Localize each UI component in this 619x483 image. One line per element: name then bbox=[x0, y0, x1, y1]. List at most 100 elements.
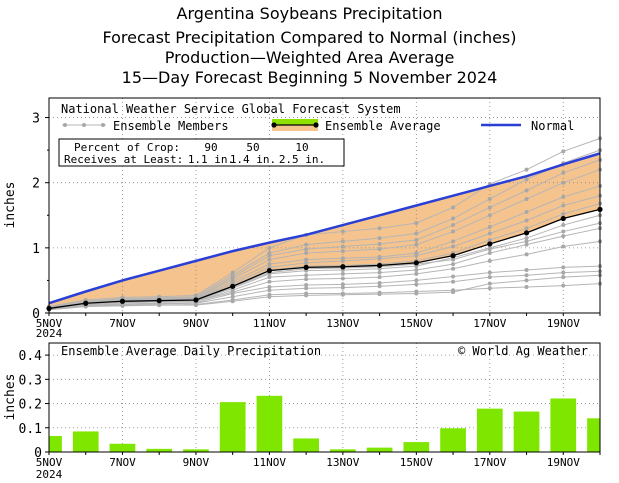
ensemble-member-point bbox=[377, 236, 382, 241]
ensemble-member-point bbox=[524, 210, 529, 215]
legend-normal-label: Normal bbox=[531, 119, 574, 133]
bottom-chart-title: Ensemble Average Daily Precipitation bbox=[61, 344, 321, 358]
ensemble-member-point bbox=[304, 247, 309, 252]
percent-row1-value: 50 bbox=[246, 141, 259, 154]
ensemble-member-point bbox=[304, 251, 309, 256]
ensemble-member-line bbox=[48, 265, 601, 310]
ensemble-average-point bbox=[560, 215, 566, 222]
bottom-plot-frame bbox=[48, 342, 601, 453]
ensemble-member-point bbox=[340, 276, 345, 281]
top-y-tick-label: 1 bbox=[32, 242, 40, 257]
ensemble-member-point bbox=[414, 268, 419, 272]
ensemble-member-line bbox=[48, 240, 601, 309]
ensemble-member-point bbox=[524, 239, 529, 244]
ensemble-member-point bbox=[230, 299, 235, 304]
ensemble-member-point bbox=[524, 252, 529, 257]
daily-precip-bar bbox=[476, 408, 503, 452]
ensemble-member-point bbox=[561, 211, 566, 216]
legend-average-point bbox=[271, 122, 277, 128]
ensemble-member-point bbox=[414, 291, 419, 296]
bottom-x-tick-label: 17NOV bbox=[473, 456, 506, 469]
ensemble-member-point bbox=[267, 262, 272, 267]
ensemble-member-point bbox=[487, 281, 492, 286]
ensemble-member-point bbox=[304, 286, 309, 291]
daily-precip-bar bbox=[49, 436, 62, 452]
ensemble-member-point bbox=[267, 257, 272, 262]
legend-members-point bbox=[63, 123, 67, 127]
ensemble-member-point bbox=[524, 196, 529, 201]
daily-precip-bar bbox=[513, 411, 540, 452]
ensemble-member-point bbox=[340, 258, 345, 263]
top-x-tick-label: 5NOV bbox=[36, 317, 63, 330]
top-y-tick-label: 3 bbox=[32, 112, 40, 127]
ensemble-member-point bbox=[267, 275, 272, 280]
percent-box bbox=[58, 138, 345, 167]
ensemble-member-point bbox=[524, 242, 529, 247]
daily-precip-bar bbox=[109, 443, 136, 452]
ensemble-member-point bbox=[340, 239, 345, 244]
ensemble-member-point bbox=[451, 274, 456, 279]
bottom-y-tick-label: 0.4 bbox=[19, 349, 43, 364]
bottom-y-tick-label: 0.2 bbox=[19, 398, 42, 413]
ensemble-member-point bbox=[414, 282, 419, 287]
percent-row2-value: 1.4 in. bbox=[230, 153, 276, 166]
percent-row2-value: 1.1 in. bbox=[188, 153, 234, 166]
ensemble-member-point bbox=[267, 294, 272, 299]
ensemble-member-line bbox=[48, 270, 601, 310]
ensemble-member-point bbox=[267, 288, 272, 293]
ensemble-member-point bbox=[524, 167, 529, 172]
ensemble-member-point bbox=[451, 205, 456, 210]
ensemble-member-point bbox=[487, 286, 492, 291]
ensemble-member-point bbox=[561, 244, 566, 249]
ensemble-member-line bbox=[48, 195, 601, 309]
top-x-tick-label: 11NOV bbox=[253, 317, 286, 330]
ensemble-member-point bbox=[414, 231, 419, 236]
ensemble-average-point bbox=[450, 253, 456, 259]
ensemble-member-point bbox=[304, 282, 309, 287]
ensemble-member-line bbox=[48, 169, 601, 309]
ensemble-member-point bbox=[340, 285, 345, 290]
daily-precip-bar bbox=[366, 447, 393, 452]
top-x-tick-label: 15NOV bbox=[400, 317, 433, 330]
ensemble-member-point bbox=[193, 303, 198, 308]
ensemble-member-point bbox=[561, 195, 566, 200]
ensemble-member-point bbox=[561, 275, 566, 280]
legend-members-label: Ensemble Members bbox=[113, 119, 229, 133]
ensemble-member-point bbox=[340, 292, 345, 297]
ensemble-member-point bbox=[377, 270, 382, 275]
ensemble-member-point bbox=[377, 247, 382, 252]
ensemble-member-point bbox=[524, 268, 529, 272]
ensemble-member-point bbox=[451, 239, 456, 244]
daily-precip-bar bbox=[72, 431, 99, 452]
percent-row1-label: Percent of Crop: bbox=[74, 141, 180, 154]
top-x-tick-label: 9NOV bbox=[183, 317, 210, 330]
ensemble-average-line bbox=[48, 208, 601, 310]
ensemble-member-point bbox=[377, 226, 382, 231]
ensemble-member-point bbox=[487, 213, 492, 218]
ensemble-average-point bbox=[487, 241, 493, 247]
ensemble-member-point bbox=[487, 270, 492, 275]
ensemble-member-point bbox=[304, 242, 309, 247]
ensemble-member-point bbox=[230, 270, 235, 275]
ensemble-member-point bbox=[230, 290, 235, 295]
ensemble-member-point bbox=[377, 284, 382, 289]
normal-line bbox=[48, 152, 601, 305]
ensemble-member-point bbox=[230, 275, 235, 280]
ensemble-member-point bbox=[230, 294, 235, 299]
ensemble-member-point bbox=[487, 225, 492, 229]
ensemble-member-point bbox=[487, 251, 492, 256]
ensemble-average-point bbox=[193, 297, 199, 303]
ensemble-member-point bbox=[414, 278, 419, 283]
top-x-tick-label: 17NOV bbox=[473, 317, 506, 330]
top-x-tick-label: 19NOV bbox=[547, 317, 580, 330]
ensemble-member-point bbox=[451, 262, 456, 267]
top-x-tick-label: 7NOV bbox=[109, 317, 136, 330]
ensemble-member-point bbox=[451, 223, 456, 228]
ensemble-member-point bbox=[487, 275, 492, 280]
chart-subtitle-area: Production—Weighted Area Average bbox=[164, 48, 455, 67]
ensemble-member-point bbox=[524, 177, 529, 182]
daily-precip-bar bbox=[550, 398, 577, 452]
bottom-y-tick-label: 0.3 bbox=[19, 373, 42, 388]
ensemble-member-point bbox=[451, 244, 456, 249]
ensemble-member-point bbox=[377, 241, 382, 246]
